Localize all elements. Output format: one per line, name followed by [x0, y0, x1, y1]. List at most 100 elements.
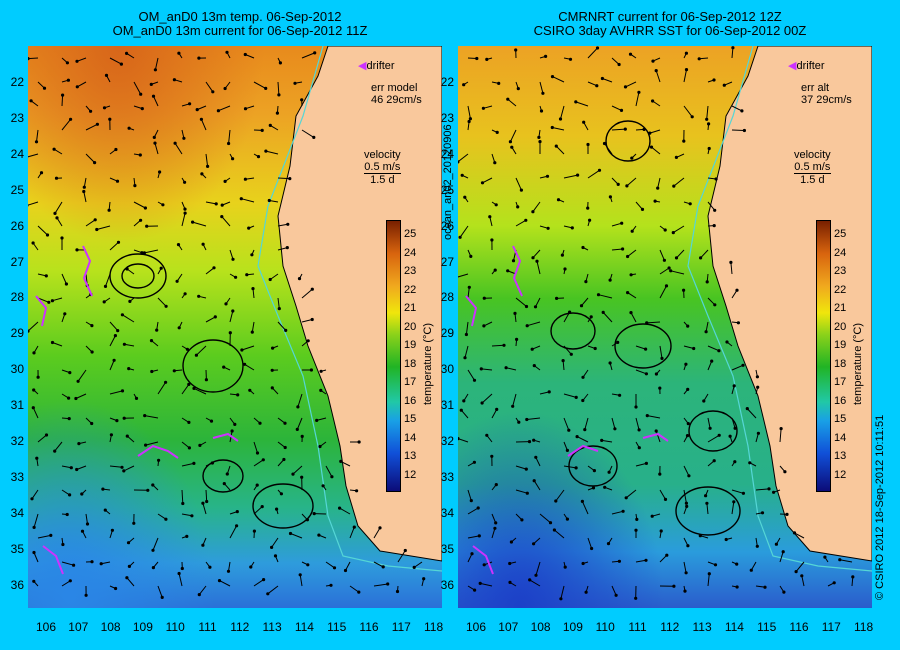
lon-tick-label: 115 [757, 620, 777, 634]
lon-tick-label: 108 [530, 620, 551, 634]
current-vector-head [251, 287, 255, 291]
current-vector-head [705, 117, 709, 121]
current-vector [467, 369, 475, 381]
current-vector-head [198, 443, 202, 447]
current-vector [205, 267, 215, 275]
current-vector [296, 417, 303, 430]
current-vector [611, 248, 623, 251]
current-vector-head [145, 224, 149, 228]
current-vector-head [90, 421, 94, 426]
current-vector [145, 441, 159, 446]
current-vector-head [245, 273, 249, 277]
current-vector-head [479, 367, 483, 371]
current-vector [731, 47, 734, 59]
current-vector-head [531, 256, 535, 260]
current-vector [707, 434, 720, 443]
current-vector-head [115, 179, 120, 183]
colorbar-tick-label: 15 [404, 413, 417, 425]
current-vector-head [524, 304, 529, 309]
current-vector-head [209, 419, 214, 423]
current-vector [28, 201, 39, 206]
current-vector [218, 105, 231, 112]
current-vector-head [235, 510, 239, 514]
current-vector-head [581, 245, 585, 250]
current-vector-head [660, 356, 664, 360]
current-vector-head [90, 560, 94, 564]
current-vector-head [460, 173, 464, 177]
current-vector-head [713, 563, 718, 567]
current-vector [515, 219, 527, 227]
current-vector [552, 76, 565, 83]
current-vector-head [309, 368, 313, 372]
current-vector-head [637, 446, 641, 450]
lat-tick-label: 24 [440, 146, 454, 161]
current-vector-head [525, 417, 529, 422]
current-vector [253, 506, 263, 515]
current-vector-head [90, 324, 94, 328]
current-vector-head [295, 427, 299, 431]
current-vector-head [686, 544, 690, 548]
current-vector-head [658, 386, 662, 390]
colorbar-tick-label: 19 [404, 339, 417, 351]
left-colorbar [386, 220, 401, 492]
current-vector-head [767, 487, 771, 491]
current-vector [277, 247, 288, 251]
current-vector-head [555, 296, 559, 300]
current-vector-head [36, 375, 40, 379]
current-vector-head [574, 100, 578, 104]
current-vector [536, 261, 541, 275]
current-vector-head [682, 288, 686, 292]
current-vector-head [248, 388, 252, 392]
current-vector [61, 273, 67, 285]
current-vector [277, 223, 288, 227]
current-vector-head [575, 435, 579, 439]
current-vector-head [44, 274, 48, 278]
current-vector-head [462, 399, 466, 403]
current-vector [205, 489, 208, 502]
current-vector-head [185, 347, 189, 351]
current-vector-head [741, 491, 745, 495]
current-vector [683, 465, 690, 477]
lat-tick-label: 27 [440, 254, 454, 269]
current-vector-head [267, 198, 271, 203]
lat-tick-label: 32 [10, 434, 24, 448]
current-vector [253, 441, 258, 454]
current-vector [707, 297, 716, 306]
current-vector-head [288, 177, 292, 181]
current-vector-head [600, 438, 604, 442]
current-vector-head [481, 106, 485, 110]
left-drifter-legend: ◀drifter [358, 60, 395, 72]
current-vector-head [298, 573, 302, 577]
current-vector-head [650, 514, 654, 518]
current-vector-head [565, 448, 569, 452]
current-vector [611, 585, 617, 596]
current-vector-head [664, 284, 669, 288]
current-vector-head [76, 379, 80, 383]
current-vector-head [31, 406, 35, 410]
current-vector [491, 409, 498, 419]
current-vector-head [756, 431, 760, 435]
current-vector-head [705, 501, 709, 505]
current-vector [587, 47, 598, 59]
current-vector-head [65, 512, 69, 517]
lon-tick-label: 112 [230, 620, 250, 634]
current-vector [96, 225, 111, 230]
current-vector-head [103, 508, 107, 512]
current-vector-head [525, 324, 529, 328]
current-vector [229, 249, 234, 260]
current-vector [795, 561, 805, 572]
current-vector [28, 57, 39, 60]
lat-tick-label: 36 [10, 577, 24, 592]
current-vector [229, 310, 234, 323]
current-vector [587, 537, 593, 549]
current-vector-head [386, 582, 390, 586]
colorbar-tick-label: 25 [404, 228, 417, 240]
current-vector-head [222, 365, 226, 369]
lat-tick-label: 32 [440, 434, 454, 448]
current-vector [37, 534, 51, 539]
current-vector-head [621, 247, 625, 251]
current-vector-head [515, 337, 519, 341]
current-vector-head [729, 260, 733, 264]
copyright-label: © CSIRO 2012 18-Sep-2012 10:11:51 [874, 414, 886, 600]
current-vector-head [823, 555, 827, 559]
